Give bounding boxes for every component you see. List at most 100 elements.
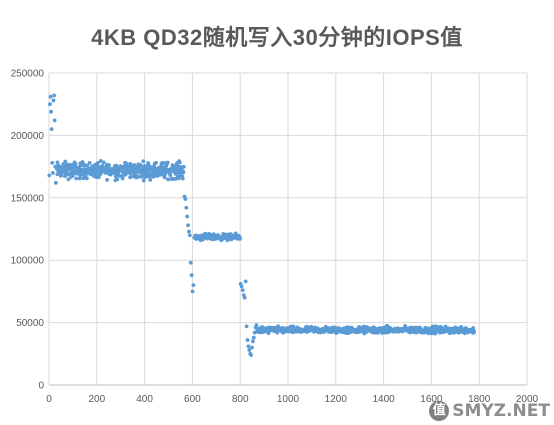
- data-point: [180, 176, 185, 181]
- data-point: [115, 177, 120, 182]
- data-point: [80, 160, 85, 164]
- data-point: [77, 176, 82, 181]
- data-point: [101, 160, 106, 165]
- axes: [48, 73, 527, 386]
- data-point: [120, 176, 125, 181]
- data-point: [73, 161, 78, 166]
- data-point: [47, 173, 52, 178]
- data-point: [189, 273, 194, 278]
- data-point: [183, 197, 188, 201]
- x-tick-label: 1400: [372, 394, 395, 405]
- data-point: [87, 161, 92, 165]
- data-point: [52, 93, 56, 98]
- data-point: [48, 102, 52, 107]
- x-tick-label: 400: [136, 394, 153, 405]
- data-point: [141, 178, 146, 183]
- y-tick-label: 150000: [11, 193, 45, 204]
- data-point: [128, 175, 132, 180]
- y-tick-label: 100000: [11, 256, 45, 267]
- data-point: [74, 176, 79, 181]
- data-point: [171, 177, 176, 181]
- data-point: [51, 98, 56, 103]
- data-point: [471, 326, 476, 330]
- data-point: [49, 127, 54, 132]
- data-point: [168, 173, 173, 178]
- data-point: [162, 172, 167, 177]
- data-point: [71, 173, 75, 178]
- x-tick-label: 800: [232, 394, 249, 405]
- data-point: [124, 161, 129, 166]
- data-point: [141, 159, 146, 164]
- watermark-badge-icon: 值: [429, 401, 450, 421]
- y-tick-label: 50000: [16, 318, 44, 329]
- watermark-text: SMYZ.NET: [452, 401, 550, 421]
- x-tick-label: 200: [88, 394, 105, 405]
- x-tick-label: 0: [46, 394, 52, 405]
- data-point: [472, 328, 476, 333]
- data-point: [50, 160, 55, 165]
- data-point: [459, 325, 464, 329]
- data-point: [184, 205, 189, 210]
- data-point: [240, 288, 245, 293]
- x-tick-label: 2000: [516, 394, 539, 405]
- data-point: [186, 223, 190, 228]
- watermark: 值 SMYZ.NET: [429, 401, 550, 421]
- data-point: [181, 170, 186, 175]
- data-point: [105, 177, 109, 182]
- data-point: [48, 94, 53, 99]
- data-point: [165, 160, 170, 165]
- y-tick-label: 0: [38, 381, 44, 392]
- data-point: [162, 175, 167, 180]
- data-point: [191, 283, 196, 288]
- data-point: [66, 177, 71, 182]
- x-tick-label: 1600: [420, 394, 443, 405]
- data-point: [49, 109, 53, 114]
- data-point: [98, 158, 103, 163]
- data-point: [238, 237, 242, 241]
- grid-lines: [49, 72, 528, 385]
- data-point: [77, 165, 82, 169]
- data-point: [254, 323, 259, 327]
- data-points: [47, 93, 476, 357]
- data-point: [177, 160, 182, 165]
- data-point: [247, 348, 252, 352]
- y-tick-labels: 0 50000 100000 150000 200000 250000: [11, 69, 45, 392]
- data-point: [188, 260, 193, 265]
- data-point: [239, 284, 244, 289]
- data-point: [246, 344, 251, 349]
- x-tick-label: 600: [184, 394, 201, 405]
- data-point: [181, 164, 186, 169]
- chart-title: 4KB QD32随机写入30分钟的IOPS值: [91, 25, 463, 50]
- data-point: [128, 162, 133, 166]
- data-point: [50, 170, 55, 175]
- data-point: [190, 289, 195, 294]
- data-point: [249, 353, 254, 357]
- data-point: [160, 160, 165, 165]
- data-point: [244, 324, 249, 329]
- x-tick-labels: 0 200 400 600 800 1000 1200 1400 1600 1800 2000: [46, 394, 538, 405]
- x-tick-label: 1200: [325, 394, 348, 405]
- y-tick-label: 250000: [11, 69, 45, 80]
- data-point: [185, 214, 190, 219]
- data-point: [85, 176, 89, 181]
- data-point: [250, 345, 254, 350]
- data-point: [187, 229, 191, 234]
- data-point: [148, 178, 153, 182]
- x-tick-label: 1000: [277, 394, 300, 405]
- data-point: [154, 160, 158, 165]
- data-point: [96, 175, 101, 180]
- data-point: [243, 279, 248, 284]
- data-point: [85, 163, 90, 168]
- data-point: [166, 177, 171, 182]
- data-point: [242, 295, 247, 300]
- data-point: [52, 118, 57, 123]
- data-point: [251, 339, 255, 344]
- y-tick-label: 200000: [11, 131, 45, 142]
- data-point: [63, 159, 68, 164]
- x-tick-label: 1800: [468, 394, 491, 405]
- data-point: [107, 163, 112, 168]
- data-point: [53, 180, 58, 185]
- data-point: [96, 161, 100, 165]
- data-point: [245, 338, 250, 342]
